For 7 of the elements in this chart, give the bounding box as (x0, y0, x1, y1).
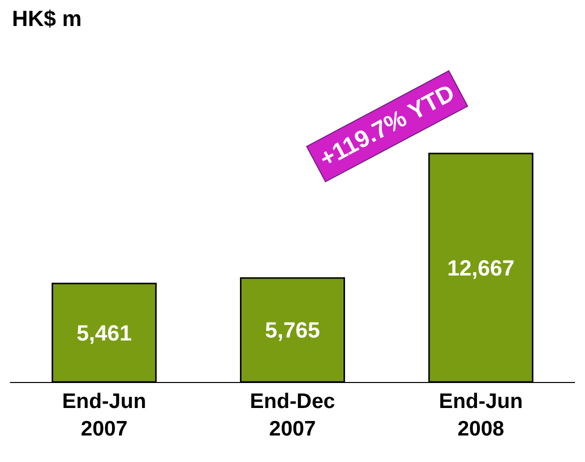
data-label: 5,461 (76, 320, 132, 346)
data-label: 5,765 (264, 318, 320, 343)
data-label: 12,667 (447, 255, 514, 280)
x-tick-label: End-Jun 2007 (62, 390, 146, 440)
text: HK$ m (12, 6, 82, 31)
x-tick-label: End-Jun 2008 (438, 390, 523, 440)
x-tick-label: End-Dec 2007 (250, 390, 336, 440)
